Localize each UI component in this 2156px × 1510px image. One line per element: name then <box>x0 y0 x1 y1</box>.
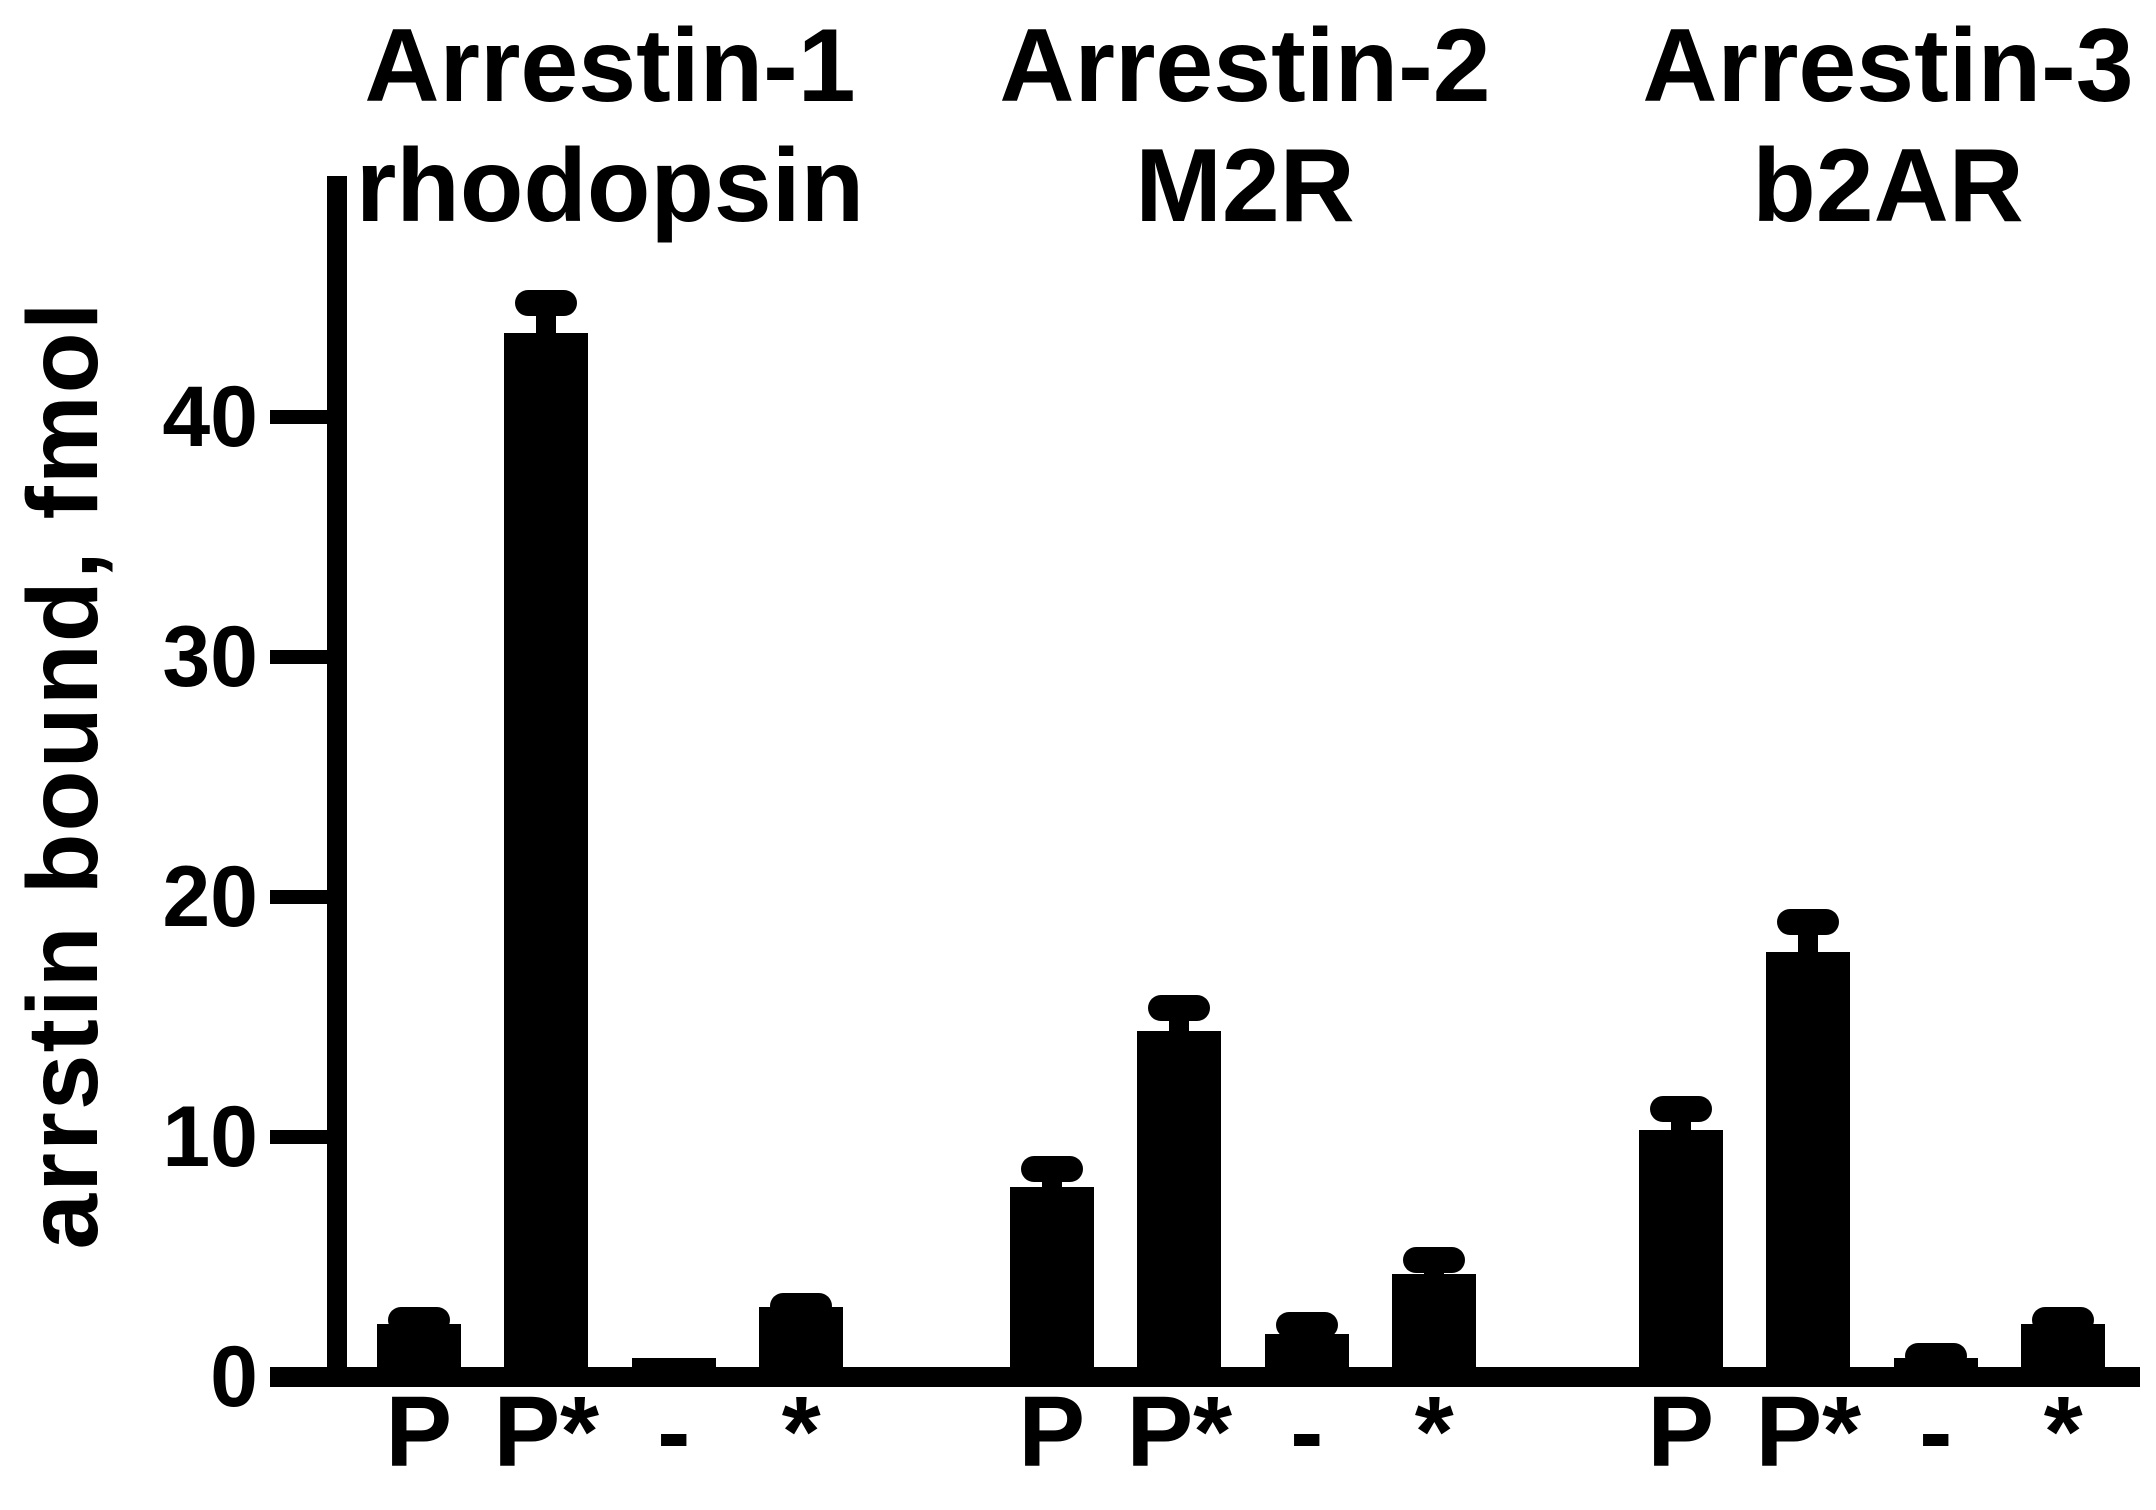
x-tick-label--: - <box>1919 1376 1953 1488</box>
bar-P*-group1 <box>504 333 589 1383</box>
y-tick-mark <box>270 650 330 664</box>
x-tick-label--: - <box>657 1376 691 1488</box>
error-bar-cap <box>1020 1156 1083 1183</box>
bar-*-group2 <box>1392 1273 1477 1383</box>
x-tick-label-P*: P* <box>1755 1376 1862 1488</box>
y-tick-label: 0 <box>210 1329 258 1425</box>
x-axis-line <box>270 1367 2140 1387</box>
bar-P-group2 <box>1009 1187 1094 1383</box>
y-axis-title: arrstin bound, fmol <box>7 300 119 1250</box>
y-tick-label: 40 <box>162 369 258 465</box>
error-bar-cap <box>1904 1343 1967 1370</box>
x-tick-label-P: P <box>1647 1376 1715 1488</box>
error-bar-cap <box>1148 995 1211 1022</box>
x-tick-label-*: * <box>781 1376 821 1488</box>
error-bar-cap <box>2032 1307 2095 1334</box>
x-tick-label-P: P <box>1018 1376 1086 1488</box>
x-tick-label-P*: P* <box>493 1376 600 1488</box>
bar-P*-group2 <box>1137 1031 1222 1383</box>
error-bar-cap <box>1649 1096 1712 1123</box>
error-bar-cap <box>770 1293 833 1319</box>
y-tick-label: 10 <box>162 1089 258 1185</box>
y-tick-mark <box>270 890 330 904</box>
y-tick-mark <box>270 1130 330 1144</box>
group-title-line1: Arrestin-1 <box>364 8 856 124</box>
bar-P*-group3 <box>1766 952 1851 1383</box>
x-tick-label-*: * <box>1414 1376 1454 1488</box>
error-bar-cap <box>1275 1312 1338 1339</box>
group-title-line2: b2AR <box>1752 128 2024 244</box>
group-title-line2: rhodopsin <box>355 128 865 244</box>
x-tick-label-P: P <box>385 1376 453 1488</box>
error-bar-cap <box>387 1307 450 1334</box>
bar-P-group3 <box>1638 1129 1723 1383</box>
group-title-line1: Arrestin-3 <box>1642 8 2134 124</box>
y-tick-label: 30 <box>162 609 258 705</box>
error-bar-cap <box>1403 1247 1466 1274</box>
x-tick-label--: - <box>1290 1376 1324 1488</box>
x-tick-label-P*: P* <box>1126 1376 1233 1488</box>
group-title-line1: Arrestin-2 <box>999 8 1491 124</box>
error-bar-cap <box>515 289 578 316</box>
y-tick-mark <box>270 410 330 424</box>
y-tick-label: 20 <box>162 849 258 945</box>
x-tick-label-*: * <box>2043 1376 2083 1488</box>
y-axis-line <box>327 176 347 1387</box>
error-bar-cap <box>1777 909 1840 935</box>
group-title-line2: M2R <box>1135 128 1355 244</box>
